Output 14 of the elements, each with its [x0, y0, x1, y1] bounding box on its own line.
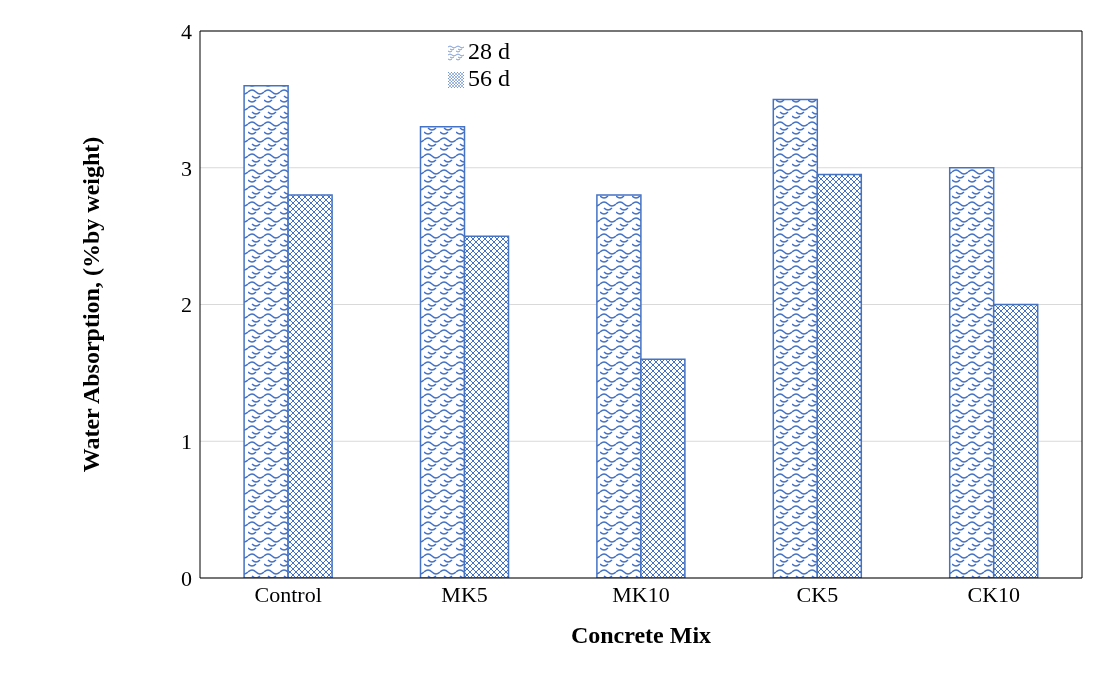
x-tick-label: Control — [254, 581, 322, 607]
y-tick-label: 0 — [181, 565, 192, 591]
x-axis-title: Concrete Mix — [570, 622, 712, 648]
y-tick-label: 3 — [181, 155, 192, 181]
x-tick-label: CK5 — [796, 581, 839, 607]
legend-label: 56 d — [468, 65, 510, 91]
x-tick-label: MK10 — [612, 581, 670, 607]
x-tick-label: MK5 — [441, 581, 488, 607]
x-tick-label: CK10 — [967, 581, 1021, 607]
y-tick-label: 4 — [181, 18, 192, 44]
legend-label: 28 d — [468, 38, 510, 64]
y-tick-label: 1 — [181, 429, 192, 455]
y-tick-label: 2 — [181, 292, 192, 318]
y-axis-title: Water Absorption, (%by weight) — [77, 136, 104, 473]
